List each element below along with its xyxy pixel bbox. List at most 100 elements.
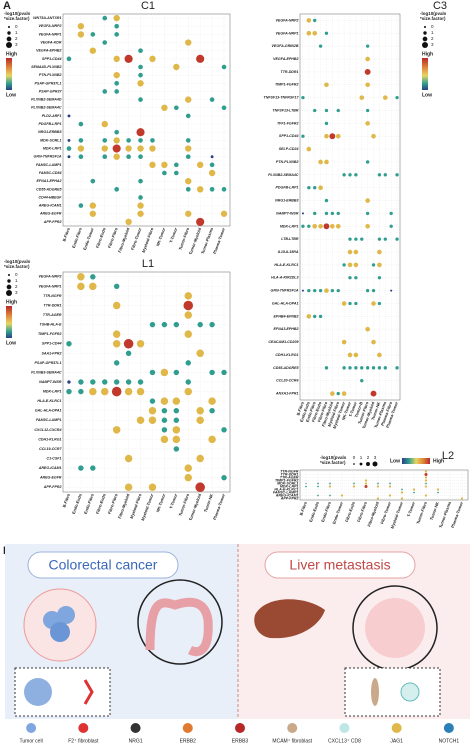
row-label: NRG1-ERBB3 [38,130,61,134]
row-label: PTN-PLXNB2 [39,73,62,77]
dot [221,186,227,192]
dot [353,482,355,485]
size-legend-dot [6,290,12,296]
dot [90,274,96,280]
row-label: VEGFA-EPHB2 [273,57,298,61]
dot [354,276,358,280]
dot [136,416,145,425]
size-legend-title: -log10(pvals [420,11,447,16]
dot [89,47,97,54]
column-label: Endo-Tumor [82,227,95,251]
dot [102,89,108,94]
row-label: SPP1-CD44 [42,342,62,346]
row-label: VEGFA-NRP2 [39,24,62,28]
column-label: NK-Tumor [341,401,352,421]
dot [221,105,227,111]
dot [377,366,382,370]
dot [183,300,194,311]
row-label: TNFSF13-TNFRSF17 [264,96,300,100]
row-label: TIMP1-FGFR2 [275,478,299,482]
size-legend-label: 0 [353,455,356,460]
panel-title: C3 [433,0,447,12]
dot [376,485,380,488]
dot [209,407,215,414]
row-label: MDK-LRP1 [280,484,299,488]
dot [376,497,380,500]
dot [365,223,370,229]
dot [347,262,353,268]
dot [221,474,227,481]
dot [78,121,84,127]
column-label: Tumor-B [353,401,363,418]
column-label: Plasma-Tumor [212,227,226,255]
dot [335,133,341,139]
size-legend-label: 2 [367,455,370,460]
dot [161,104,168,111]
dot [341,339,347,345]
dot [209,186,215,192]
column-label: Fibro-Endo [95,226,107,248]
dot [377,249,382,255]
dot [364,485,368,488]
dot [401,488,403,491]
column-label: Tumor-Fibro [177,492,190,516]
color-bar [422,58,428,90]
dot [342,173,346,177]
legend-label: NOTCH1 [439,738,460,744]
dot [101,145,108,152]
dot [112,339,121,348]
dot [317,494,319,497]
dot [400,497,404,500]
row-label: FAM3C-LAMP1 [36,163,62,167]
dot [365,44,370,48]
size-legend-label: 1 [431,30,434,35]
column-label: B-Fibro [61,226,71,242]
dot [424,470,428,473]
dot [313,211,317,216]
dot [137,80,144,87]
dot [365,121,370,126]
illustration: Colorectal cancer Liver metastasis [5,544,470,719]
dot [185,360,191,366]
dot [185,39,192,46]
row-label: PTN-PLXNB2 [276,160,299,164]
row-label: ANXA1-FPR1 [275,392,299,396]
dot [161,427,168,433]
dot [365,211,370,216]
dot [324,366,329,370]
column-label: Fibro-Fibro [107,226,119,248]
dot [383,237,387,241]
dot [312,223,318,229]
dot [383,366,387,370]
dot [424,473,428,476]
dot [336,391,340,396]
dot [77,145,85,152]
dot [301,95,305,100]
left-title: Colorectal cancer [49,557,158,573]
dot [197,321,203,328]
dot [149,321,156,328]
row-label: VEGFA-EPHB2 [36,49,61,53]
dot [114,80,119,86]
dot [348,301,352,306]
dot [66,341,72,347]
legend-label: CXCL13⁺ CD8 [328,738,361,744]
size-legend-dot [7,273,11,277]
right-title: Liver metastasis [289,557,390,573]
row-label: GAL-HLA-DPA1 [272,301,299,305]
dot [318,44,323,48]
row-label: VEGFA-NRP2 [39,275,62,279]
column-label: Tumor-Myeloid [188,492,203,521]
dot [67,114,71,118]
legend-label: NRG1 [129,738,143,744]
dot [377,173,382,177]
dot [342,366,346,370]
dot [126,154,131,160]
dot [67,155,71,159]
dot [184,311,192,319]
row-label: APP-FPR2 [43,485,62,489]
size-legend-title: *size.factor) [420,16,446,21]
dot [371,301,376,306]
